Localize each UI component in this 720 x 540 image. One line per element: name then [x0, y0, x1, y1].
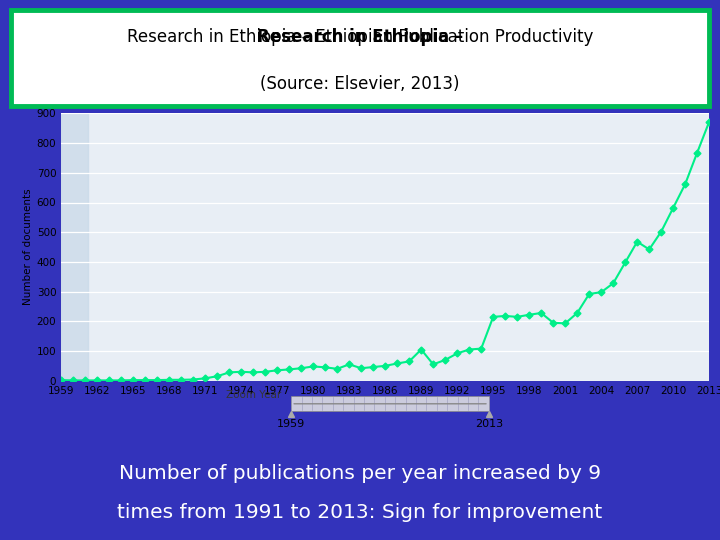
Text: Number of publications per year increased by 9: Number of publications per year increase… [119, 463, 601, 483]
Text: Research in Ethiopia –: Research in Ethiopia – [257, 28, 463, 46]
Text: (Source: Elsevier, 2013): (Source: Elsevier, 2013) [260, 76, 460, 93]
Text: Zoom Year: Zoom Year [226, 390, 282, 400]
Text: 2013: 2013 [474, 420, 503, 429]
FancyBboxPatch shape [11, 10, 709, 106]
Text: Research in Ethiopia – Ethiopian Publication Productivity: Research in Ethiopia – Ethiopian Publica… [127, 28, 593, 46]
Text: 1959: 1959 [277, 420, 305, 429]
Text: times from 1991 to 2013: Sign for improvement: times from 1991 to 2013: Sign for improv… [117, 503, 603, 523]
Bar [61, 113, 88, 381]
Y-axis label: Number of documents: Number of documents [22, 189, 32, 305]
